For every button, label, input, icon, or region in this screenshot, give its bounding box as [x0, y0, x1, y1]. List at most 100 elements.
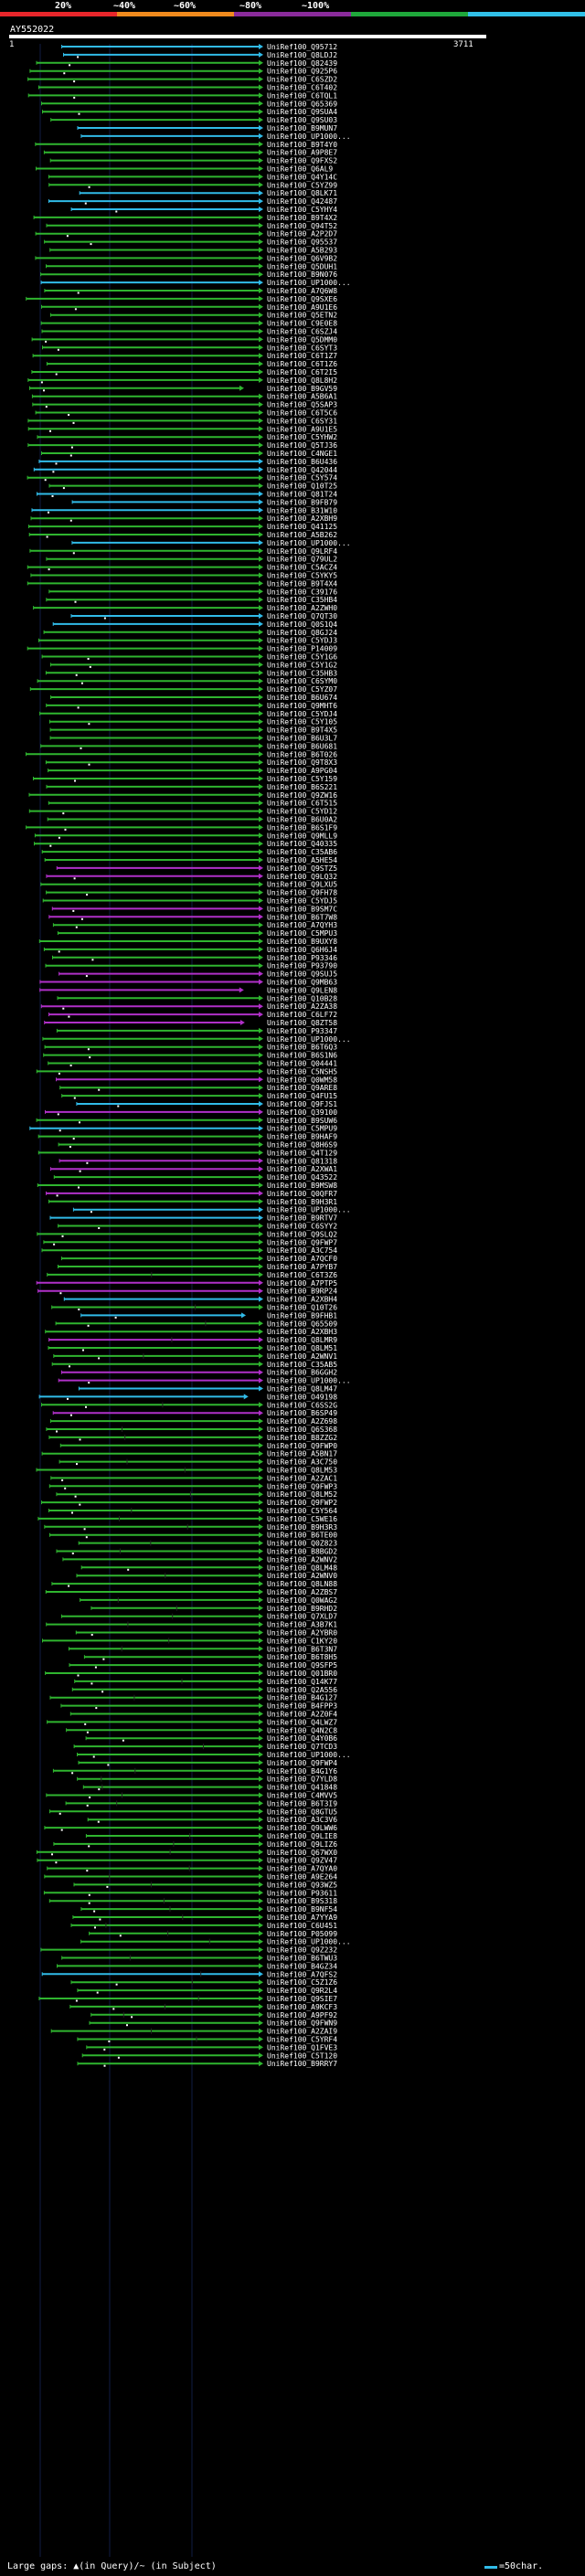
hit-row[interactable]: UniRef100_C5MPU9 — [29, 1125, 337, 1133]
hit-row[interactable]: UniRef100_Q41125 — [27, 523, 337, 531]
hit-accession-label[interactable]: UniRef100_B31W10 — [267, 506, 337, 514]
hit-row[interactable]: UniRef100_Q9FWP7 — [43, 1238, 337, 1246]
hit-row[interactable]: UniRef100_UP1000... — [80, 133, 351, 141]
hit-accession-label[interactable]: UniRef100_Q9FWP0 — [267, 1442, 337, 1450]
hit-row[interactable]: UniRef100_UP1000... — [71, 539, 351, 547]
hit-row[interactable]: UniRef100_B6U674 — [50, 694, 338, 702]
hit-row[interactable]: UniRef100_Q8GTU5 — [49, 1807, 338, 1816]
hit-accession-label[interactable]: UniRef100_Q95712 — [267, 43, 337, 51]
hit-accession-label[interactable]: UniRef100_C5YDJ3 — [267, 637, 337, 645]
hit-row[interactable]: UniRef100_Q8LM52 — [56, 1490, 337, 1499]
hit-accession-label[interactable]: UniRef100_Q8LM52 — [267, 1490, 337, 1499]
hit-accession-label[interactable]: UniRef100_B6U674 — [267, 694, 337, 702]
hit-row[interactable]: UniRef100_Q9LXU5 — [40, 881, 337, 889]
hit-row[interactable]: UniRef100_Q2A556 — [71, 1686, 337, 1694]
hit-accession-label[interactable]: UniRef100_C6SY31 — [267, 417, 337, 425]
hit-accession-label[interactable]: UniRef100_Q8LM48 — [267, 1564, 337, 1572]
hit-row[interactable]: UniRef100_B9HAF9 — [37, 1133, 337, 1141]
hit-row[interactable]: UniRef100_B9T4X4 — [27, 579, 337, 588]
hit-row[interactable]: UniRef100_B6S1N6 — [43, 1052, 338, 1060]
hit-row[interactable]: UniRef100_Q95712 — [61, 43, 338, 51]
hit-accession-label[interactable]: UniRef100_Q65509 — [267, 1320, 337, 1328]
hit-row[interactable]: UniRef100_Q8H6S9 — [58, 1141, 337, 1150]
hit-row[interactable]: UniRef100_Q41848 — [82, 1784, 337, 1792]
hit-accession-label[interactable]: UniRef100_B9UXY8 — [267, 938, 337, 946]
hit-accession-label[interactable]: UniRef100_C6SS2G — [267, 1401, 337, 1409]
hit-accession-label[interactable]: UniRef100_B9H3R1 — [267, 1198, 337, 1206]
hit-accession-label[interactable]: UniRef100_A7QYH3 — [267, 921, 337, 929]
hit-accession-label[interactable]: UniRef100_Q4LWZ7 — [267, 1718, 337, 1726]
hit-row[interactable]: UniRef100_A2WNV0 — [76, 1572, 337, 1580]
hit-accession-label[interactable]: UniRef100_Q94T52 — [267, 222, 337, 230]
hit-row[interactable]: UniRef100_C5T120 — [81, 2051, 337, 2060]
hit-accession-label[interactable]: UniRef100_Q67WX0 — [267, 1849, 337, 1857]
hit-accession-label[interactable]: UniRef100_C5YZ07 — [267, 685, 337, 694]
hit-row[interactable]: UniRef100_C35AB5 — [51, 1361, 337, 1369]
hit-row[interactable]: UniRef100_C5YDJ4 — [39, 710, 338, 718]
hit-row[interactable]: UniRef100_Q4LWZ7 — [47, 1718, 338, 1726]
hit-accession-label[interactable]: UniRef100_A3C754 — [267, 1246, 337, 1255]
hit-accession-label[interactable]: UniRef100_C6T515 — [267, 800, 337, 808]
hit-accession-label[interactable]: UniRef100_B6GGH2 — [267, 1369, 337, 1377]
hit-accession-label[interactable]: UniRef100_B9T4X4 — [267, 579, 337, 588]
hit-row[interactable]: UniRef100_Q8LMR9 — [48, 1336, 338, 1344]
hit-row[interactable]: UniRef100_C35HB4 — [46, 596, 337, 604]
hit-row[interactable]: UniRef100_A2Z698 — [49, 1417, 337, 1426]
hit-accession-label[interactable]: UniRef100_C4MVV5 — [267, 1792, 337, 1800]
hit-row[interactable]: UniRef100_Q9SUA4 — [42, 108, 338, 116]
hit-row[interactable]: UniRef100_Q95537 — [44, 239, 338, 247]
hit-accession-label[interactable]: UniRef100_UP1000... — [267, 1751, 351, 1759]
hit-row[interactable]: UniRef100_C5NSH5 — [36, 1067, 337, 1076]
hit-row[interactable]: UniRef100_A2ZA38 — [40, 1002, 337, 1011]
hit-accession-label[interactable]: UniRef100_C5YD12 — [267, 808, 337, 816]
hit-accession-label[interactable]: UniRef100_B6U0A2 — [267, 816, 337, 824]
hit-accession-label[interactable]: UniRef100_Q9MLL9 — [267, 832, 337, 840]
hit-row[interactable]: UniRef100_Q7QT30 — [70, 612, 337, 620]
hit-accession-label[interactable]: UniRef100_UP1000... — [267, 539, 351, 547]
hit-accession-label[interactable]: UniRef100_C6SYM0 — [267, 677, 337, 685]
hit-row[interactable]: UniRef100_B6U681 — [40, 742, 338, 750]
hit-accession-label[interactable]: UniRef100_Q0WM58 — [267, 1076, 337, 1084]
hit-row[interactable]: UniRef100_B9T4Y0 — [35, 141, 337, 149]
hit-accession-label[interactable]: UniRef100_Q8LMR9 — [267, 1336, 337, 1344]
hit-row[interactable]: UniRef100_C5Y574 — [27, 474, 337, 482]
hit-accession-label[interactable]: UniRef100_B9SM7C — [267, 905, 337, 913]
hit-accession-label[interactable]: UniRef100_Q5TJ36 — [267, 441, 337, 450]
hit-row[interactable]: UniRef100_C4NGE1 — [41, 450, 338, 458]
hit-row[interactable]: UniRef100_A5BN17 — [41, 1450, 337, 1458]
hit-accession-label[interactable]: UniRef100_UP1000... — [267, 1938, 351, 1946]
hit-row[interactable]: UniRef100_B6SP49 — [52, 1409, 337, 1417]
hit-accession-label[interactable]: UniRef100_C6T1Z6 — [267, 360, 337, 368]
hit-row[interactable]: UniRef100_B6S221 — [46, 783, 337, 791]
hit-row[interactable]: UniRef100_A9U1E6 — [41, 303, 338, 312]
hit-accession-label[interactable]: UniRef100_A2ZAC1 — [267, 1474, 337, 1482]
hit-accession-label[interactable]: UniRef100_Q9LEN8 — [267, 986, 337, 994]
hit-row[interactable]: UniRef100_UP1000... — [77, 1751, 351, 1759]
hit-row[interactable]: UniRef100_Q9ZW16 — [28, 791, 337, 800]
hit-accession-label[interactable]: UniRef100_Q41125 — [267, 523, 337, 531]
hit-accession-label[interactable]: UniRef100_Q10T26 — [267, 1304, 337, 1312]
hit-row[interactable]: UniRef100_B6U436 — [38, 458, 337, 466]
hit-row[interactable]: UniRef100_Q9MLL9 — [34, 832, 337, 840]
hit-accession-label[interactable]: UniRef100_P05099 — [267, 1930, 337, 1938]
hit-row[interactable]: UniRef100_Q9LQ32 — [46, 873, 337, 881]
hit-accession-label[interactable]: UniRef100_A2YBR0 — [267, 1629, 337, 1638]
hit-row[interactable]: UniRef100_B9RTV7 — [49, 1214, 337, 1223]
hit-accession-label[interactable]: UniRef100_Q9FH78 — [267, 889, 337, 897]
hit-accession-label[interactable]: UniRef100_Q95537 — [267, 239, 337, 247]
hit-accession-label[interactable]: UniRef100_A2ZA38 — [267, 1002, 337, 1011]
hit-accession-label[interactable]: UniRef100_UP1000... — [267, 133, 351, 141]
hit-row[interactable]: UniRef100_A7QCF0 — [60, 1255, 337, 1263]
hit-row[interactable]: UniRef100_Q9T8X3 — [45, 758, 337, 767]
hit-accession-label[interactable]: UniRef100_B6T8H5 — [267, 1653, 337, 1661]
hit-accession-label[interactable]: UniRef100_B9MUN7 — [267, 124, 337, 133]
hit-row[interactable]: UniRef100_A7Q6W8 — [44, 287, 337, 295]
hit-row[interactable]: UniRef100_P93611 — [43, 1889, 337, 1897]
hit-row[interactable]: UniRef100_Q10T25 — [48, 482, 337, 491]
hit-accession-label[interactable]: UniRef100_A5HE54 — [267, 856, 337, 864]
hit-accession-label[interactable]: UniRef100_C5Y574 — [267, 474, 337, 482]
hit-accession-label[interactable]: UniRef100_A2XWA1 — [267, 1165, 337, 1173]
hit-accession-label[interactable]: UniRef100_Q925P6 — [267, 68, 337, 76]
hit-row[interactable]: UniRef100_Q79UL2 — [46, 556, 337, 564]
hit-accession-label[interactable]: UniRef100_Q42487 — [267, 197, 337, 206]
